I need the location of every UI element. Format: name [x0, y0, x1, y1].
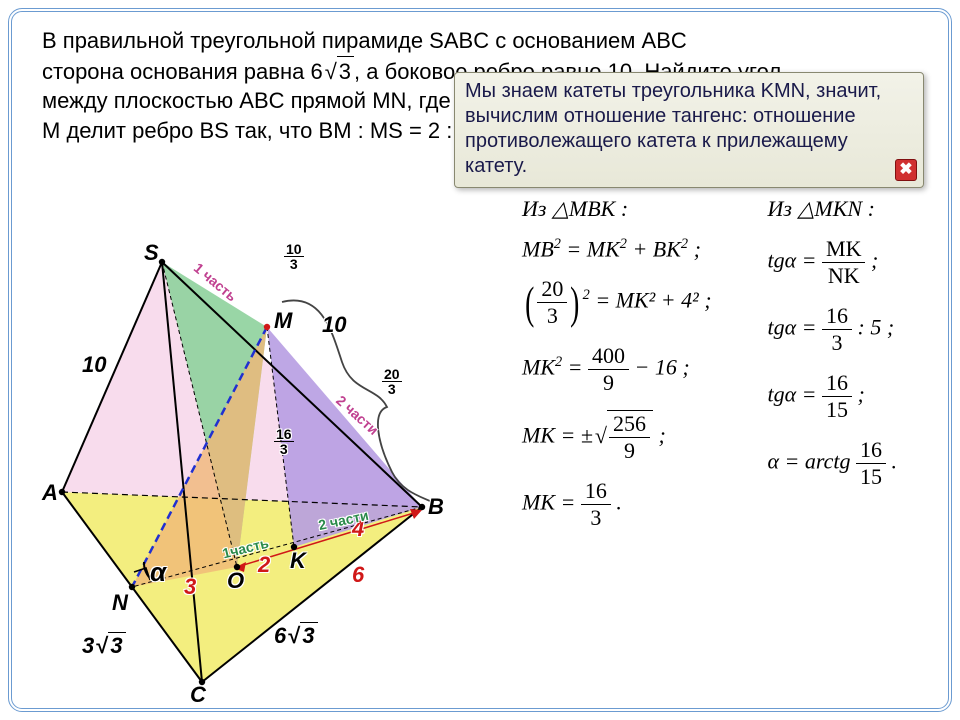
label-alpha: α — [150, 557, 166, 588]
label-S: S — [144, 240, 159, 266]
problem-line1: В правильной треугольной пирамиде SABC с… — [42, 28, 687, 53]
eq-pm256: MK = ±2569 ; — [522, 410, 752, 464]
close-icon[interactable]: ✖ — [895, 159, 917, 181]
frac-16-3: 163 — [274, 427, 294, 456]
label-O: O — [227, 568, 244, 594]
eq-tg-def: tgα = MKNK ; — [768, 236, 948, 289]
sqrt3-inline: 3 — [323, 56, 354, 87]
problem-line2a: сторона основания равна 6 — [42, 59, 323, 84]
hint-tooltip: Мы знаем катеты треугольника KMN, значит… — [454, 72, 924, 188]
from-mkn: Из △MKN : — [768, 196, 948, 222]
frac-10-3: 103 — [284, 242, 304, 271]
label-2: 2 — [258, 552, 270, 578]
label-3: 3 — [184, 574, 196, 600]
label-10-right: 10 — [322, 312, 346, 338]
math-derivation: Из △MBK : MB2 = MK2 + BK2 ; (203)2 = MK²… — [522, 192, 952, 545]
label-3root3: 33 — [82, 632, 126, 659]
eq-20-3: (203)2 = MK² + 4² ; — [522, 276, 752, 329]
label-C: C — [190, 682, 206, 708]
frac-20-3: 203 — [382, 367, 402, 396]
label-N: N — [112, 590, 128, 616]
label-6: 6 — [352, 562, 364, 588]
eq-tg-final: tgα = 1615 ; — [768, 370, 948, 423]
problem-line4: M делит ребро BS так, что BM : MS = 2 : … — [42, 118, 477, 143]
eq-arctg: α = arctg 1615 . — [768, 437, 948, 490]
label-M: M — [274, 308, 292, 334]
label-6root3: 63 — [274, 622, 318, 649]
label-A: A — [42, 480, 58, 506]
from-mbk: Из △MBK : — [522, 196, 752, 222]
hint-text: Мы знаем катеты треугольника KMN, значит… — [465, 80, 881, 177]
eq-mb2: MB2 = MK2 + BK2 ; — [522, 236, 752, 262]
eq-mk-16-3: MK = 163 . — [522, 478, 752, 531]
label-K: K — [290, 548, 306, 574]
label-10-left: 10 — [82, 352, 106, 378]
pyramid-diagram: S A B C N O K M 10 10 α 2 3 4 6 63 33 10… — [22, 212, 502, 712]
eq-400-9: MK2 = 4009 − 16 ; — [522, 343, 752, 396]
eq-tg-step2: tgα = 163 : 5 ; — [768, 303, 948, 356]
label-B: B — [428, 494, 444, 520]
